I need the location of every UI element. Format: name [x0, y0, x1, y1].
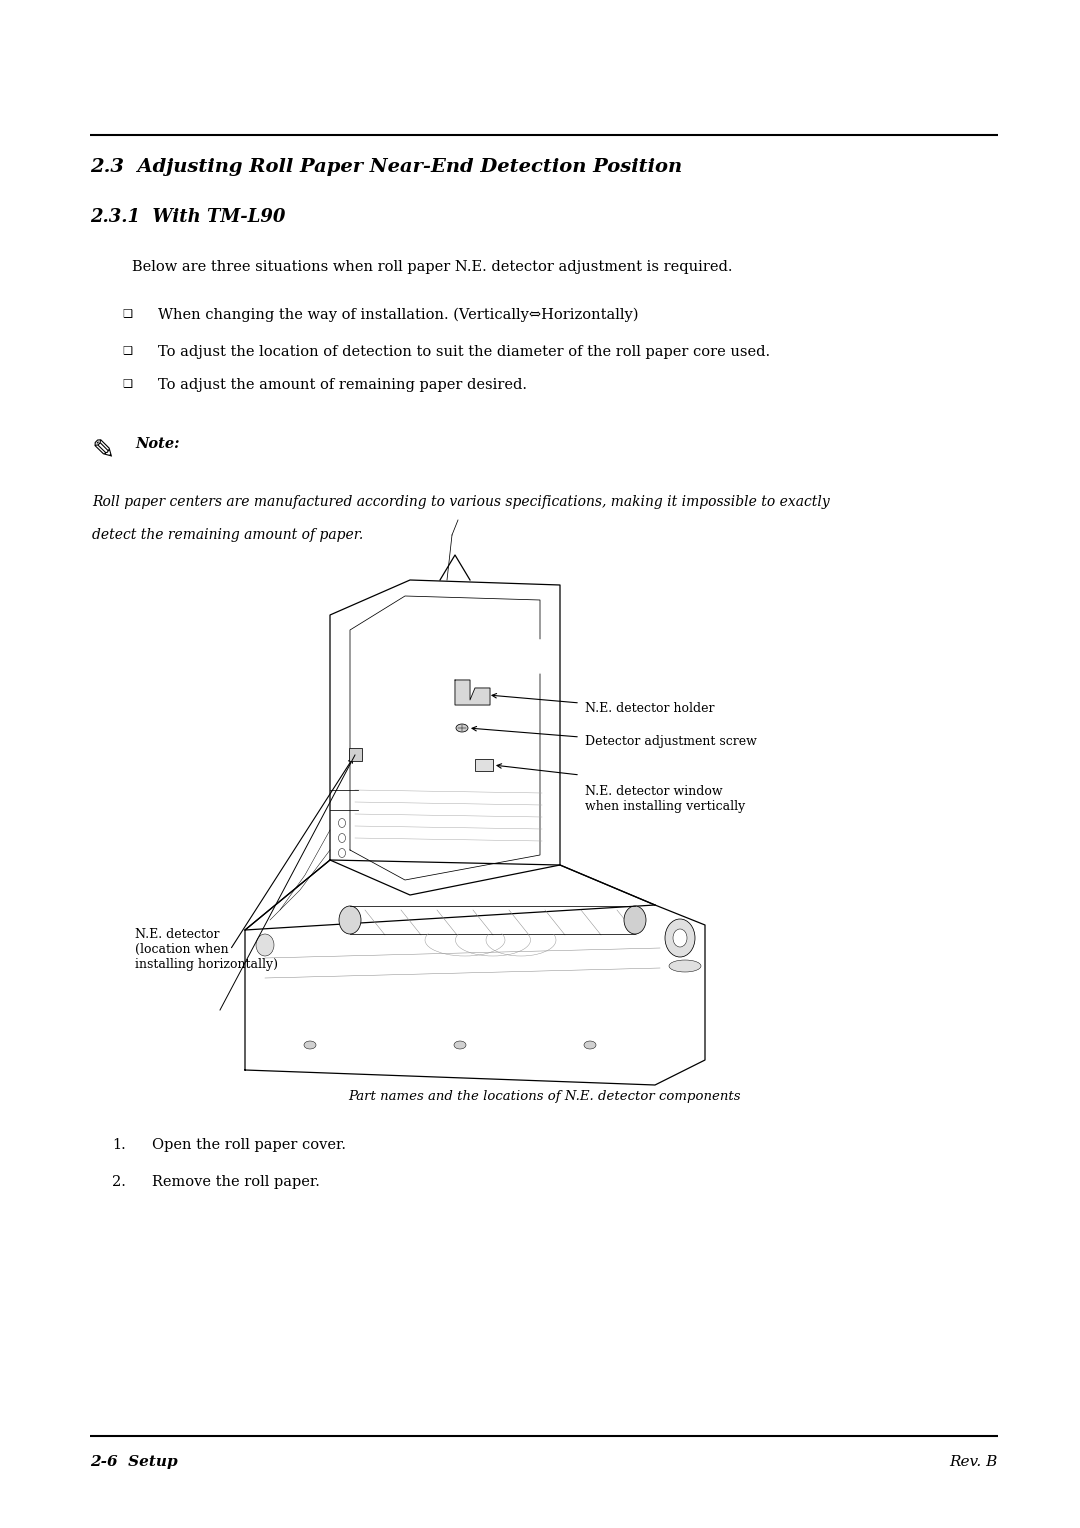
Polygon shape [330, 581, 561, 895]
Text: 1.: 1. [112, 1138, 125, 1152]
Ellipse shape [669, 960, 701, 972]
Text: Note:: Note: [135, 437, 179, 451]
Ellipse shape [454, 1041, 465, 1050]
Text: Detector adjustment screw: Detector adjustment screw [585, 735, 757, 749]
Text: 2-6  Setup: 2-6 Setup [90, 1455, 177, 1468]
Ellipse shape [456, 724, 468, 732]
Text: N.E. detector holder: N.E. detector holder [585, 701, 715, 715]
Polygon shape [355, 639, 545, 672]
Text: detect the remaining amount of paper.: detect the remaining amount of paper. [92, 529, 363, 542]
Text: To adjust the amount of remaining paper desired.: To adjust the amount of remaining paper … [158, 377, 527, 393]
Bar [349, 749, 362, 761]
Text: Below are three situations when roll paper N.E. detector adjustment is required.: Below are three situations when roll pap… [132, 260, 732, 274]
Text: Rev. B: Rev. B [949, 1455, 998, 1468]
Text: 2.3.1  With TM-L90: 2.3.1 With TM-L90 [90, 208, 285, 226]
Text: Remove the roll paper.: Remove the roll paper. [152, 1175, 320, 1189]
Ellipse shape [665, 918, 696, 957]
Ellipse shape [303, 1041, 316, 1050]
Text: To adjust the location of detection to suit the diameter of the roll paper core : To adjust the location of detection to s… [158, 345, 770, 359]
Text: ✎: ✎ [92, 437, 116, 465]
Ellipse shape [624, 906, 646, 934]
Polygon shape [245, 905, 705, 1085]
Ellipse shape [584, 1041, 596, 1050]
Text: Open the roll paper cover.: Open the roll paper cover. [152, 1138, 346, 1152]
Ellipse shape [256, 934, 274, 957]
Text: Part names and the locations of N.E. detector components: Part names and the locations of N.E. det… [348, 1089, 740, 1103]
Bar [475, 759, 492, 772]
Ellipse shape [339, 906, 361, 934]
Text: ❑: ❑ [122, 345, 132, 354]
Text: ❑: ❑ [122, 377, 132, 388]
Text: 2.3  Adjusting Roll Paper Near-End Detection Position: 2.3 Adjusting Roll Paper Near-End Detect… [90, 157, 683, 176]
Polygon shape [455, 680, 490, 704]
Text: When changing the way of installation. (Vertically⇔Horizontally): When changing the way of installation. (… [158, 309, 638, 322]
Text: N.E. detector
(location when
installing horizontally): N.E. detector (location when installing … [135, 927, 278, 970]
Text: ❑: ❑ [122, 309, 132, 318]
Text: Roll paper centers are manufactured according to various specifications, making : Roll paper centers are manufactured acco… [92, 495, 829, 509]
Text: 2.: 2. [112, 1175, 126, 1189]
Ellipse shape [673, 929, 687, 947]
Text: N.E. detector window
when installing vertically: N.E. detector window when installing ver… [585, 785, 745, 813]
